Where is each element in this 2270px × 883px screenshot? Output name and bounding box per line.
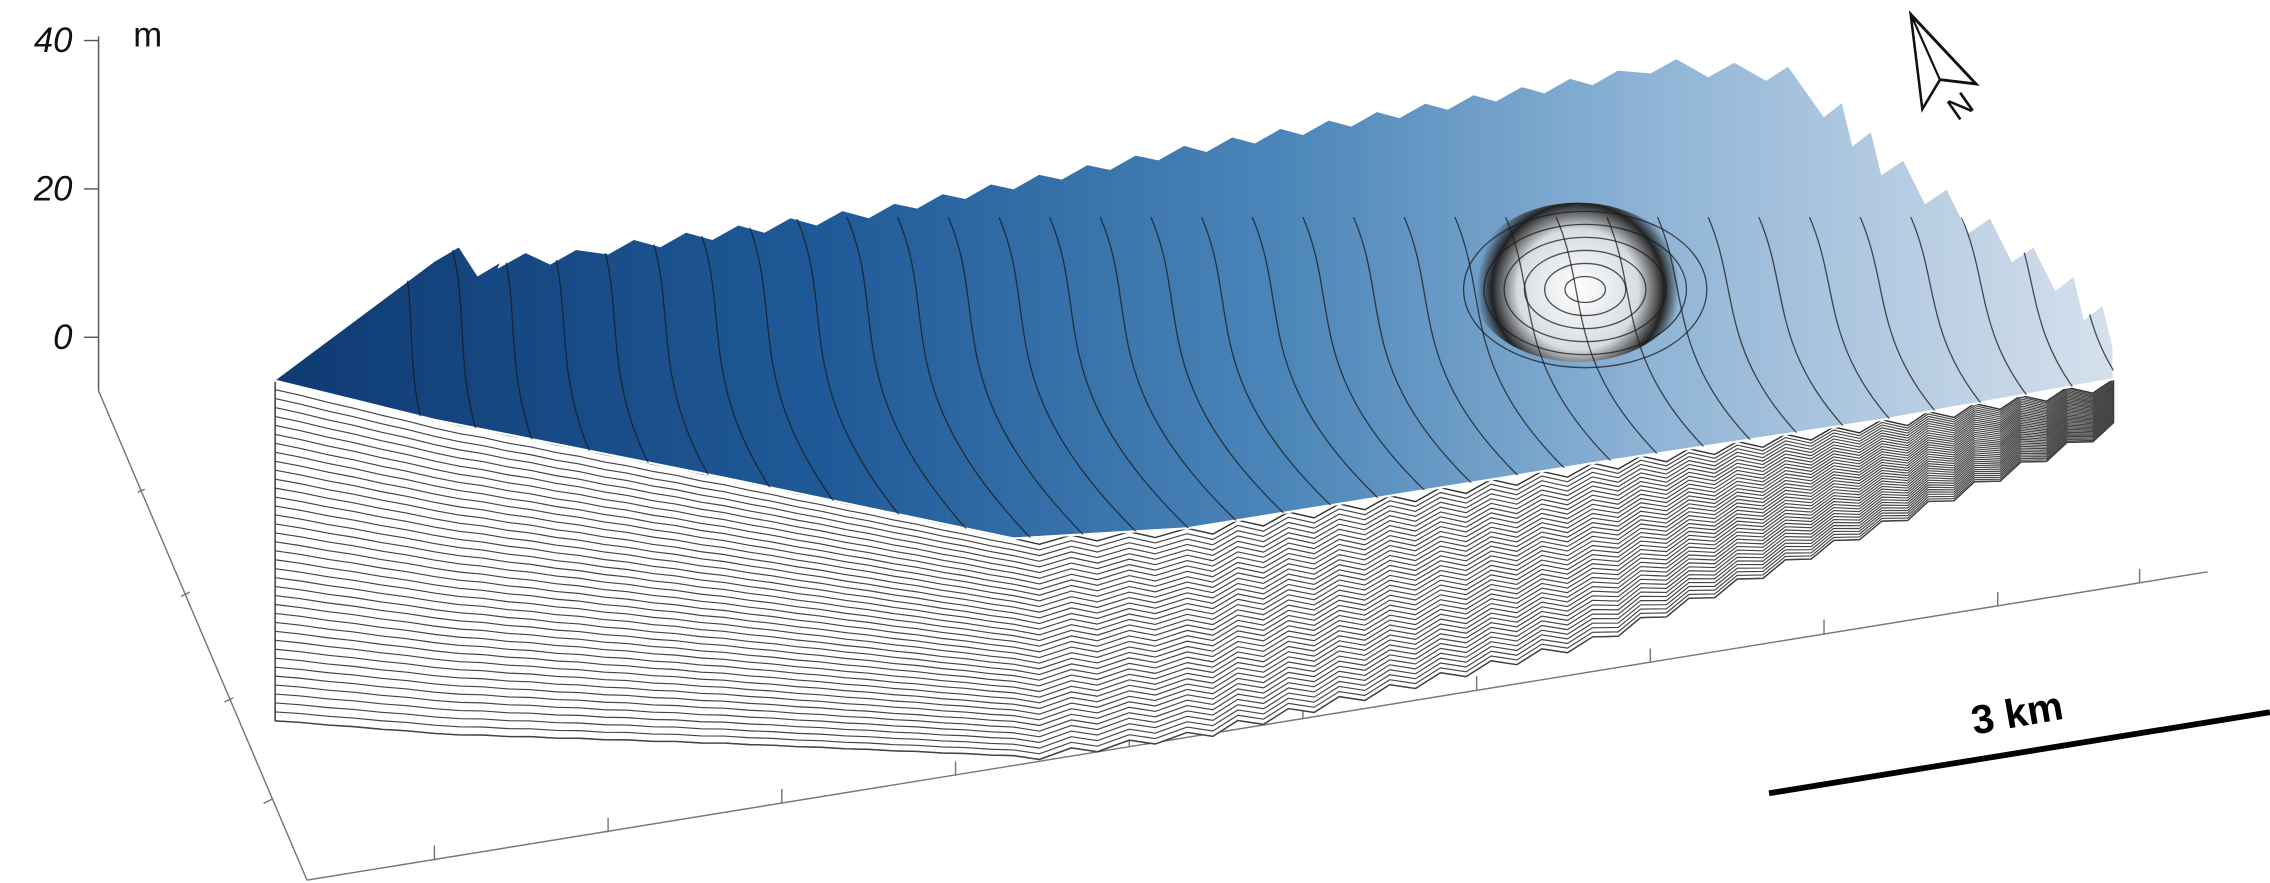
wall-layer bbox=[275, 406, 2114, 681]
wall-layer bbox=[275, 381, 2114, 557]
contour-line bbox=[998, 216, 1156, 539]
wall-layer bbox=[275, 408, 2114, 693]
wall-layer bbox=[275, 413, 2114, 715]
wall-layer bbox=[275, 392, 2114, 613]
wall-layer bbox=[275, 417, 2114, 738]
scale-label: 3 km bbox=[1968, 682, 2067, 743]
wall-layer bbox=[275, 398, 2114, 642]
wall-layer bbox=[275, 395, 2114, 630]
wall-layer bbox=[275, 421, 2114, 755]
wall-layer bbox=[275, 422, 2114, 761]
contour-line bbox=[897, 216, 1043, 539]
wall-layer bbox=[275, 402, 2114, 664]
wall-layer bbox=[275, 391, 2114, 608]
wall-layer bbox=[275, 414, 2114, 721]
wall-layer bbox=[275, 419, 2114, 749]
contour-line bbox=[1960, 216, 2114, 539]
scale-bar: 3 km bbox=[1768, 682, 2270, 797]
wall-layer bbox=[275, 403, 2114, 670]
contour-line bbox=[1302, 216, 1495, 539]
wall-layer bbox=[275, 394, 2114, 625]
pit-contour bbox=[1564, 275, 1607, 304]
z-tick-label: 20 bbox=[33, 170, 73, 208]
contour-line bbox=[1251, 216, 1438, 539]
wall-layer bbox=[275, 411, 2114, 710]
axis-unit: m bbox=[133, 16, 162, 54]
wall-layer bbox=[275, 393, 2114, 619]
contour-line bbox=[1150, 216, 1326, 539]
pit-contour bbox=[1544, 262, 1627, 317]
contour-line bbox=[1048, 216, 1213, 539]
wall-layer bbox=[275, 409, 2114, 698]
ground-axes bbox=[97, 390, 2208, 881]
wall-layer bbox=[275, 389, 2114, 596]
wall-layer bbox=[275, 382, 2114, 562]
north-label: N bbox=[1941, 85, 1980, 128]
wall-layer bbox=[275, 390, 2114, 602]
wall-layer bbox=[275, 386, 2114, 585]
contour-line bbox=[1099, 216, 1269, 539]
wall-layer bbox=[275, 400, 2114, 653]
wall-layer bbox=[275, 416, 2114, 732]
wall-layer bbox=[275, 384, 2114, 574]
wall-layer bbox=[275, 415, 2114, 727]
wall-layer bbox=[275, 399, 2114, 647]
contour-line bbox=[2011, 216, 2114, 539]
wall-layer bbox=[275, 418, 2114, 744]
wall-layer bbox=[275, 397, 2114, 636]
pit-contour bbox=[1523, 249, 1647, 330]
contour-line bbox=[947, 216, 1100, 539]
z-ticks: 40 20 0 bbox=[33, 22, 99, 357]
wall-layer bbox=[275, 410, 2114, 704]
contour-line bbox=[795, 216, 930, 539]
wall-layer bbox=[275, 383, 2114, 568]
pit-contour bbox=[1483, 223, 1688, 356]
contour-line bbox=[745, 216, 874, 539]
wall-layer bbox=[275, 401, 2114, 659]
side-walls bbox=[274, 377, 2115, 761]
wall-layer bbox=[275, 385, 2114, 579]
north-arrow: N bbox=[1908, 10, 1980, 128]
wall-layer bbox=[275, 405, 2114, 676]
pit-contour bbox=[1503, 236, 1667, 343]
wall-layer bbox=[275, 407, 2114, 687]
wall-layer bbox=[275, 387, 2114, 591]
z-tick-label: 40 bbox=[34, 22, 73, 60]
contour-line bbox=[846, 216, 987, 539]
wall-layer bbox=[275, 379, 2114, 551]
contour-line bbox=[1200, 216, 1382, 539]
z-tick-label: 0 bbox=[53, 319, 73, 357]
pit-contour bbox=[1462, 210, 1708, 369]
